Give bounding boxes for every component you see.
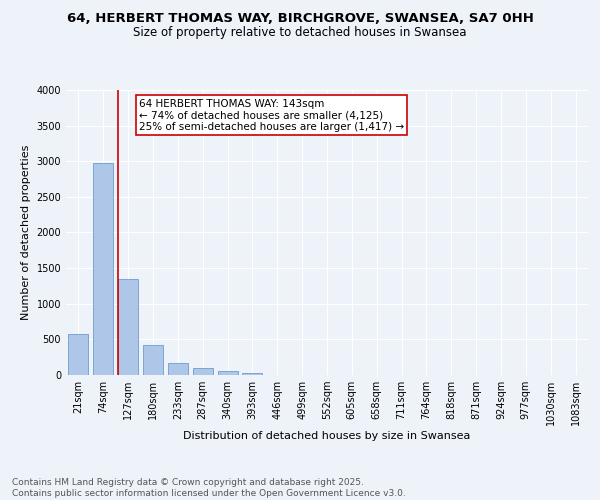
Bar: [242, 373, 262, 375]
Bar: [168, 362, 188, 375]
Bar: [218, 371, 238, 375]
Bar: [193, 368, 212, 375]
Text: Size of property relative to detached houses in Swansea: Size of property relative to detached ho…: [133, 26, 467, 39]
Bar: [68, 334, 88, 375]
Y-axis label: Number of detached properties: Number of detached properties: [21, 145, 31, 320]
Text: Contains HM Land Registry data © Crown copyright and database right 2025.
Contai: Contains HM Land Registry data © Crown c…: [12, 478, 406, 498]
Bar: [143, 345, 163, 375]
X-axis label: Distribution of detached houses by size in Swansea: Distribution of detached houses by size …: [184, 430, 470, 440]
Text: 64 HERBERT THOMAS WAY: 143sqm
← 74% of detached houses are smaller (4,125)
25% o: 64 HERBERT THOMAS WAY: 143sqm ← 74% of d…: [139, 98, 404, 132]
Bar: [94, 164, 113, 375]
Bar: [118, 279, 138, 375]
Text: 64, HERBERT THOMAS WAY, BIRCHGROVE, SWANSEA, SA7 0HH: 64, HERBERT THOMAS WAY, BIRCHGROVE, SWAN…: [67, 12, 533, 26]
